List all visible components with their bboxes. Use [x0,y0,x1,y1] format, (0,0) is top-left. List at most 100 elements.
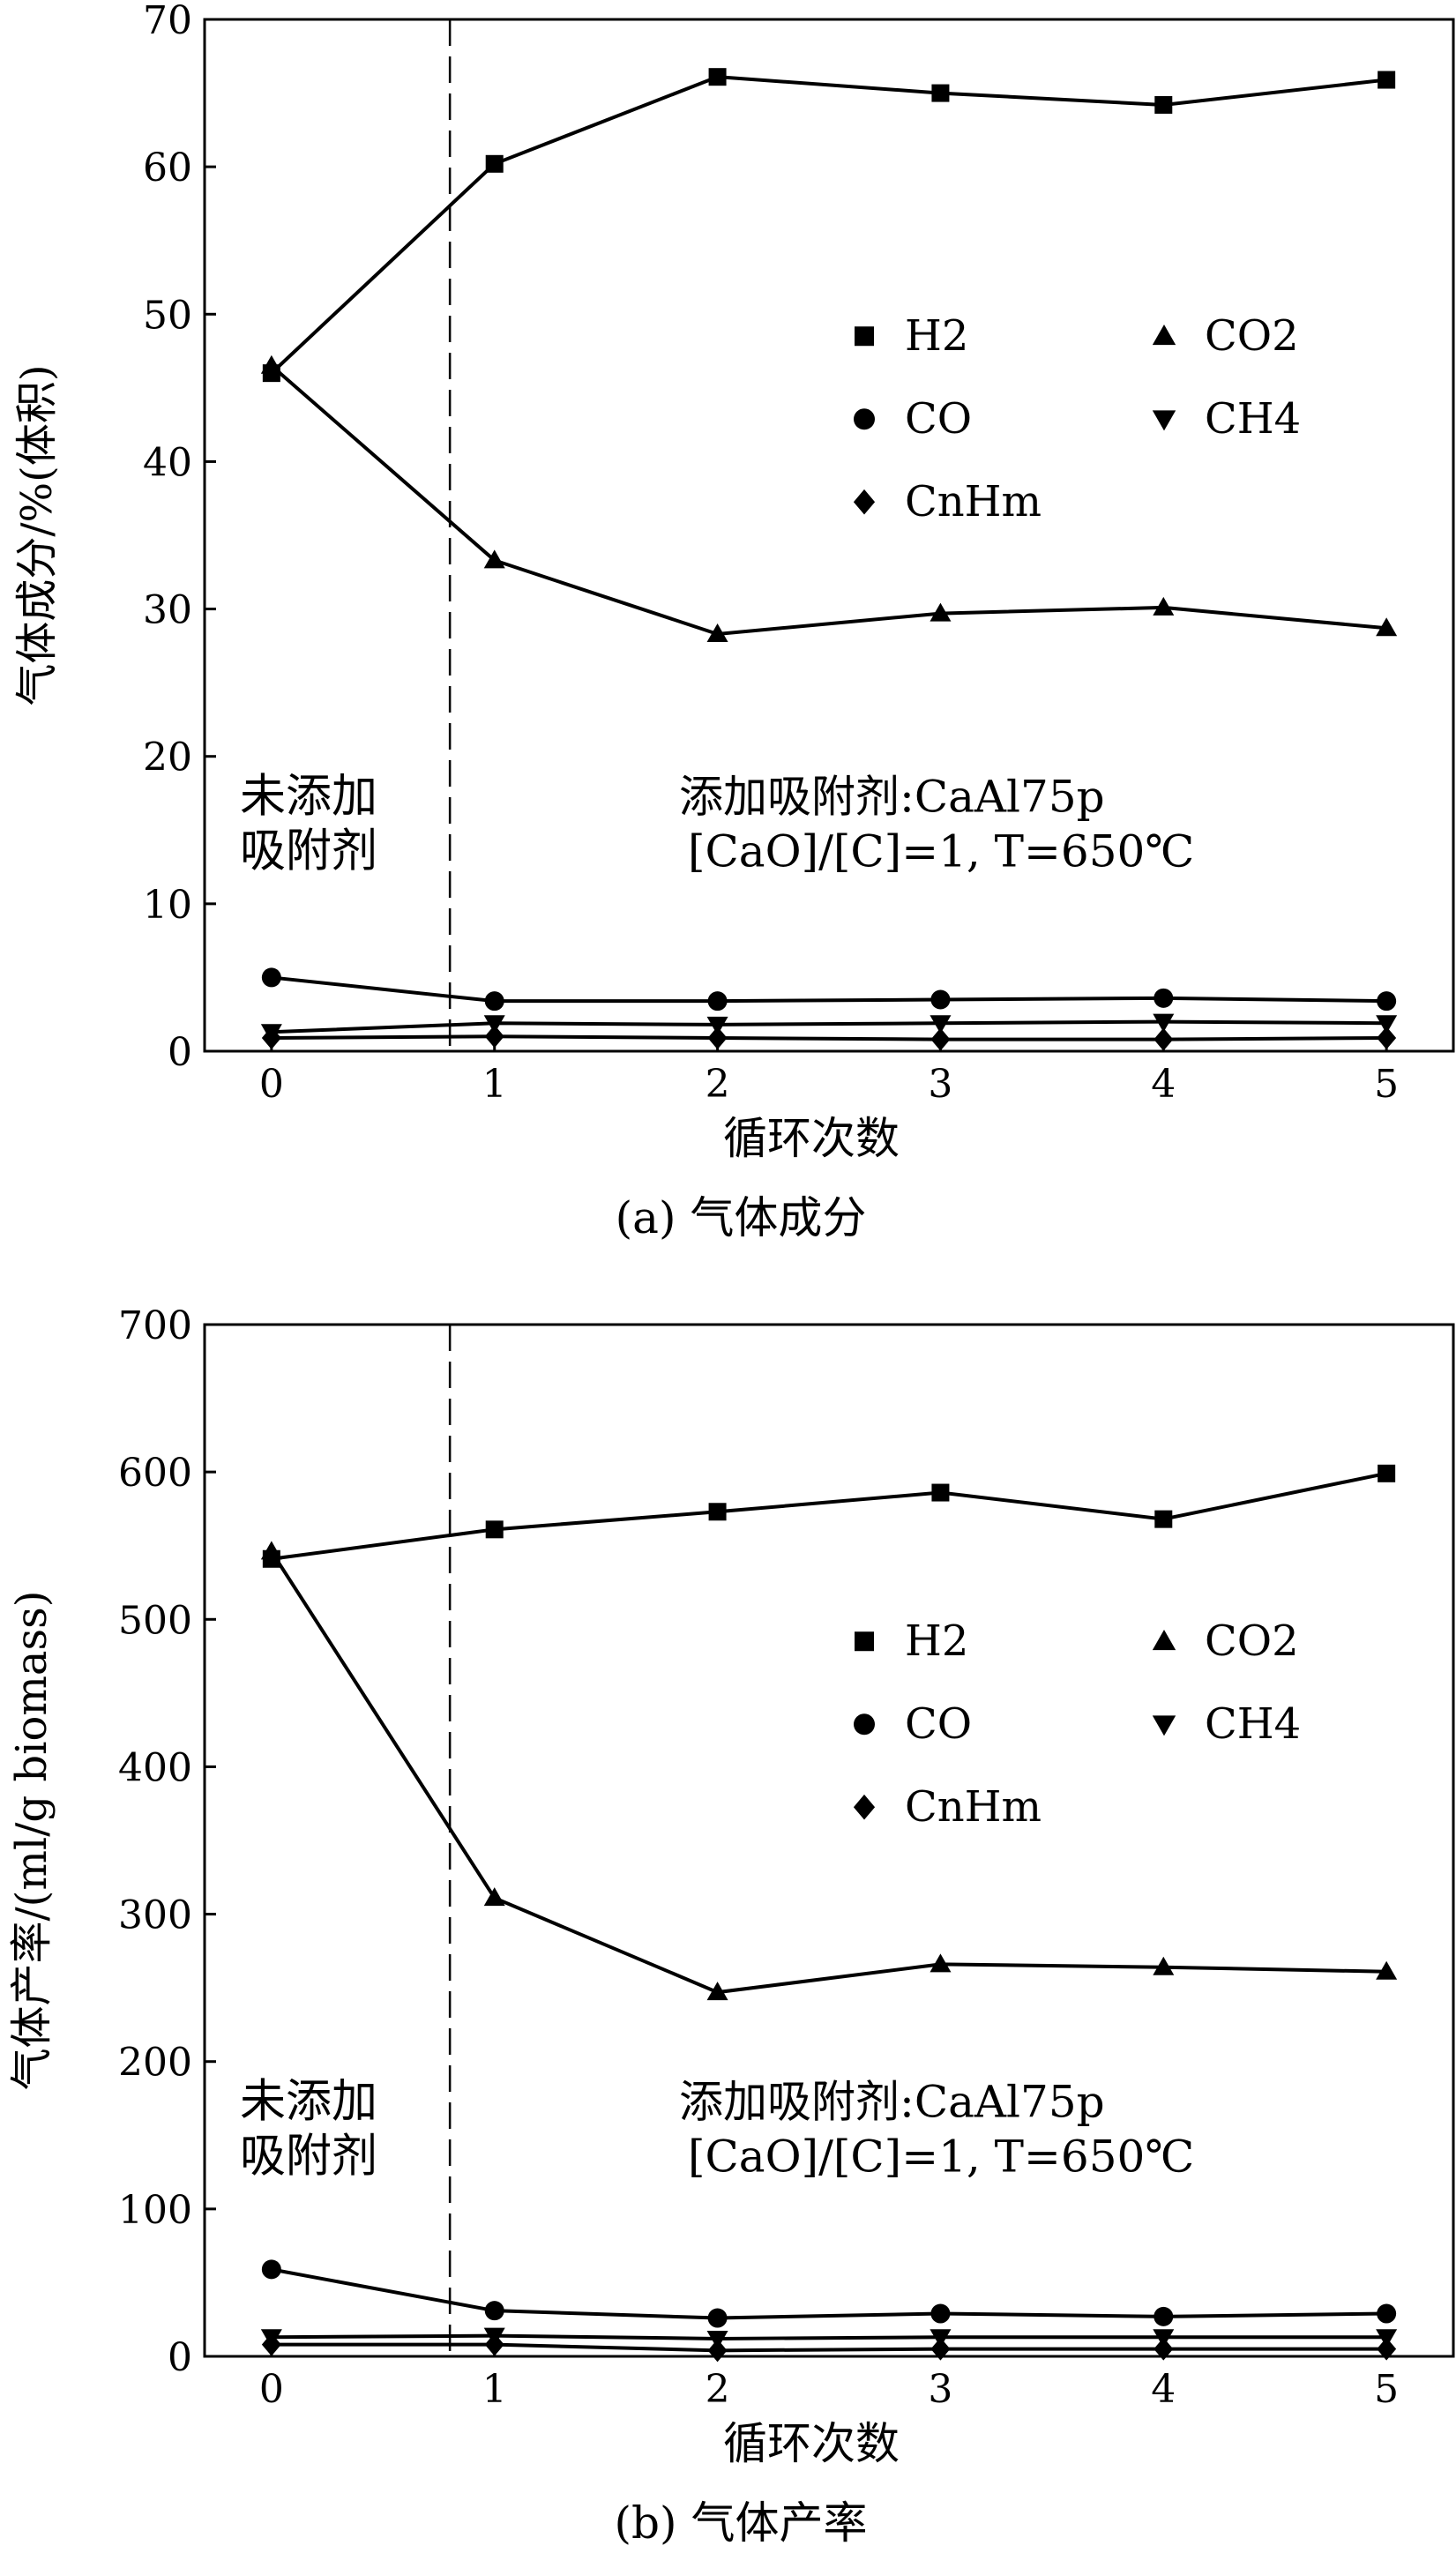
x-tick-label: 5 [1374,1062,1399,1107]
data-point [706,1982,728,2001]
data-point [261,967,281,988]
plot-frame [203,18,1455,1053]
data-point [1153,1956,1175,1975]
y-tick-label: 200 [118,2041,192,2086]
x-tick-label: 5 [1374,2367,1399,2412]
series-line [271,1034,1387,1041]
y-tick-label: 0 [168,1030,192,1075]
data-point [484,1025,504,1049]
y-tick-label: 500 [118,1598,192,1643]
data-point [1154,1027,1174,1051]
x-tick-label: 1 [482,1062,507,1107]
x-axis-label: 循环次数 [723,2418,900,2469]
legend-marker [1152,1630,1176,1651]
x-tick-label: 4 [1151,2367,1176,2412]
data-point [261,1026,281,1049]
data-point [1377,2303,1397,2324]
x-tick-label: 3 [928,2367,952,2412]
data-point [930,2337,951,2361]
legend-marker [854,408,875,430]
data-point [931,1483,950,1502]
legend-marker [855,326,874,347]
data-point [261,2333,281,2356]
annotation-sorbent: 添加吸附剂:CaAl75p [679,772,1105,823]
data-point [1153,596,1175,616]
data-point [1377,991,1397,1012]
annotation-no-sorbent: 未添加 [240,771,377,824]
x-tick-label: 0 [259,1062,284,1107]
data-point [707,1026,728,1049]
y-tick-label: 10 [143,883,192,928]
data-point [1154,988,1174,1008]
data-point [1377,2337,1397,2361]
data-point [707,2339,728,2363]
data-point [1154,1510,1173,1528]
figure-caption: (b) 气体产率 [615,2497,868,2549]
annotation-no-sorbent: 吸附剂 [240,825,377,878]
data-point [930,2303,951,2324]
data-point [931,84,950,102]
data-point [1378,71,1396,89]
data-point [483,549,505,569]
data-point [484,2333,504,2356]
legend-marker [855,1631,874,1652]
y-axis-label: 气体产率/(ml/g biomass) [7,1590,56,2090]
data-point [484,991,504,1012]
annotation-no-sorbent: 未添加 [240,2076,377,2129]
x-axis-label: 循环次数 [723,1113,900,1164]
data-point [930,1953,952,1973]
annotation-no-sorbent: 吸附剂 [240,2131,377,2184]
legend-label: CO2 [1205,1616,1299,1666]
series-line [270,1550,1387,1995]
series-line [270,75,1387,375]
data-point [1154,2306,1174,2326]
legend-label: CO [905,1699,972,1749]
x-tick-label: 2 [706,1062,730,1107]
legend-marker [854,1713,875,1736]
legend-marker [853,1794,876,1820]
data-point [930,1015,952,1034]
data-point [1378,1464,1396,1482]
series-line [270,364,1387,637]
x-tick-label: 4 [1151,1062,1176,1107]
chart-panel: 0 100 200 300 400 500 600 700 0 1 2 3 4 5 循环次数 气体产率/(ml… [7,1303,1455,2549]
series-line [271,2342,1387,2353]
data-point [706,623,728,642]
annotation-sorbent: 添加吸附剂:CaAl75p [679,2077,1105,2128]
data-point [483,1015,505,1034]
data-point [1377,1026,1397,1049]
x-tick-label: 2 [706,2367,730,2412]
data-point [708,1503,727,1521]
x-tick-label: 3 [928,1062,952,1107]
y-tick-label: 700 [118,1303,192,1348]
y-tick-label: 0 [168,2335,192,2380]
legend-marker [1152,410,1176,431]
data-point [1376,1015,1398,1034]
data-point [1154,95,1173,114]
data-point [485,1520,504,1539]
data-point [708,68,727,86]
data-point [707,2308,728,2328]
y-tick-label: 20 [143,735,192,780]
data-point [1153,1013,1175,1033]
legend-label: H2 [905,1616,968,1666]
series-line [271,2333,1387,2340]
legend-label: CH4 [1205,1699,1301,1749]
series-line [271,2267,1387,2320]
y-axis-label: 气体成分/%(体积) [12,364,62,705]
y-tick-label: 300 [118,1893,192,1938]
y-tick-label: 40 [143,440,192,485]
data-point [483,1887,505,1907]
y-tick-label: 50 [143,293,192,338]
annotation-condition: [CaO]/[C]=1, T=650℃ [688,2131,1194,2183]
y-tick-label: 60 [143,146,192,190]
data-point [706,1016,728,1035]
data-point [260,1541,282,1560]
figure-caption: (a) 气体成分 [616,1192,867,1243]
legend-label: CH4 [1205,394,1301,444]
legend-label: CnHm [905,1782,1042,1832]
legend-marker [1152,1715,1176,1736]
y-tick-label: 400 [118,1745,192,1790]
